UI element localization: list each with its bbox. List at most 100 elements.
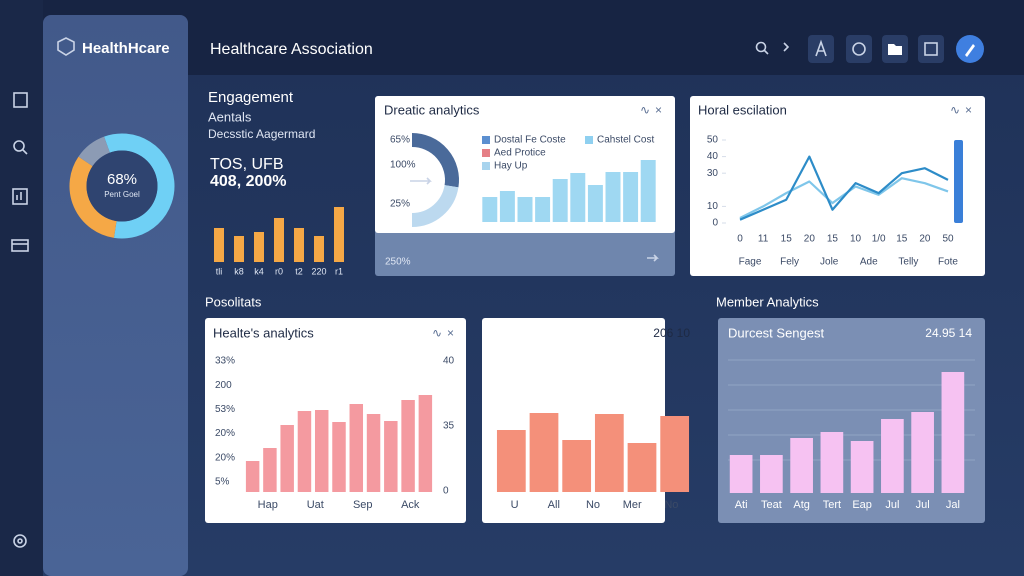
gauge-label: 100% [390,160,416,171]
y-tick-label: 0 [712,218,718,229]
report-icon[interactable] [12,188,28,205]
bar [274,218,284,262]
bar [729,455,753,493]
bar [384,421,398,492]
bar [294,228,304,262]
x-tick-label: Atg [793,499,810,511]
bar [214,228,224,262]
bar [562,440,592,492]
next-button[interactable] [783,42,790,52]
panel-footer: 250% [385,257,411,268]
legend-swatch [482,162,490,170]
bar [334,207,344,262]
close-button[interactable]: × [655,103,662,117]
expand-arrow[interactable] [647,254,659,262]
x-tick-label: Eap [852,499,872,511]
search-button[interactable] [755,41,769,55]
panel-icons: ∿ × ∿ × ∿ × [410,103,972,340]
panel [482,318,665,523]
bar [245,461,260,492]
panel-title: Dreatic analytics [384,102,480,117]
x-tick-label: 15 [781,234,793,245]
engagement-subtitle: Aentals [208,109,252,124]
search-icon[interactable] [13,140,28,155]
x-tick-label: 15 [827,234,839,245]
section-title: Posolitats [205,294,262,309]
bar [529,413,559,492]
x-tick-label: Ade [860,257,878,268]
x-tick-label: Jole [820,257,839,268]
x-tick-label: All [548,499,560,511]
donut-sublabel: Pent Goel [104,190,140,199]
corner-label: 206 10 [653,326,690,340]
x-tick-label: Ati [735,499,748,511]
x-tick-label: Mer [623,499,642,511]
close-button[interactable]: × [965,103,972,117]
bar [660,416,690,492]
section-title: Member Analytics [716,294,819,309]
x-tick-label: 15 [896,234,908,245]
gauge-segment [411,133,459,188]
legend-swatch [585,136,593,144]
x-tick-label: Fage [739,257,762,268]
x-tick-label: 20 [804,234,816,245]
gauge-label: 25% [390,199,410,210]
x-tick-label: 50 [942,234,954,245]
engagement-stat: TOS, UFB [210,156,284,173]
x-tick-label: No [586,499,600,511]
x-tick-label: Hap [258,499,278,511]
panel-title: Durcest Sengest [728,325,824,340]
y-axis-label: 33% [215,356,235,367]
x-tick-label: Ack [401,499,420,511]
x-tick-label: 1/0 [872,234,886,245]
bar [314,410,329,492]
bar [881,419,904,493]
legend-swatch [482,149,490,157]
action-button[interactable] [808,35,834,63]
x-tick-label: 0 [737,234,743,245]
chart-toggle[interactable]: ∿ [640,103,650,117]
x-tick-label: k4 [254,266,264,276]
bar [366,414,381,492]
x-tick-label: Fote [938,257,958,268]
x-tick-label: r0 [275,266,283,276]
close-button[interactable]: × [447,326,454,340]
x-tick-label: Tert [823,499,841,511]
chart-toggle[interactable]: ∿ [950,103,960,117]
y-axis-label: 5% [215,477,230,488]
settings-icon[interactable] [13,534,27,548]
gauge-segment [411,184,459,227]
donut-segment [78,136,111,167]
x-tick-label: Jal [946,499,960,511]
bar [263,448,277,492]
bar [570,173,586,222]
x-tick-label: Fely [780,257,799,268]
card-icon[interactable] [11,239,29,252]
x-tick-label: No [664,499,678,511]
y-axis-label: 53% [215,404,235,415]
panel [690,96,985,276]
brand-logo [57,37,75,56]
bar [401,400,415,492]
bar [552,179,568,222]
legend-label: Aed Protice [494,148,546,159]
action-button[interactable] [918,35,944,63]
chart-toggle[interactable]: ∿ [432,326,442,340]
x-tick-label: U [511,499,519,511]
y-axis-label: 20% [215,452,235,463]
action-button[interactable] [846,35,872,63]
bar [254,232,264,262]
highlight-bar [954,140,963,223]
sidebar [43,15,188,576]
bar [640,160,656,222]
y-tick-label: 50 [707,135,719,146]
x-tick-label: Sep [353,499,373,511]
line-series [739,155,949,221]
legend-label: Dostal Fe Coste [494,135,566,146]
dashboard-icon[interactable] [13,92,28,108]
y-axis-label: 20% [215,428,235,439]
x-tick-label: t2 [295,266,303,276]
donut-segment [69,156,117,238]
